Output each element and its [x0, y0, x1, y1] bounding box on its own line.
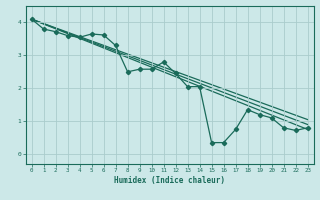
X-axis label: Humidex (Indice chaleur): Humidex (Indice chaleur)	[114, 176, 225, 185]
